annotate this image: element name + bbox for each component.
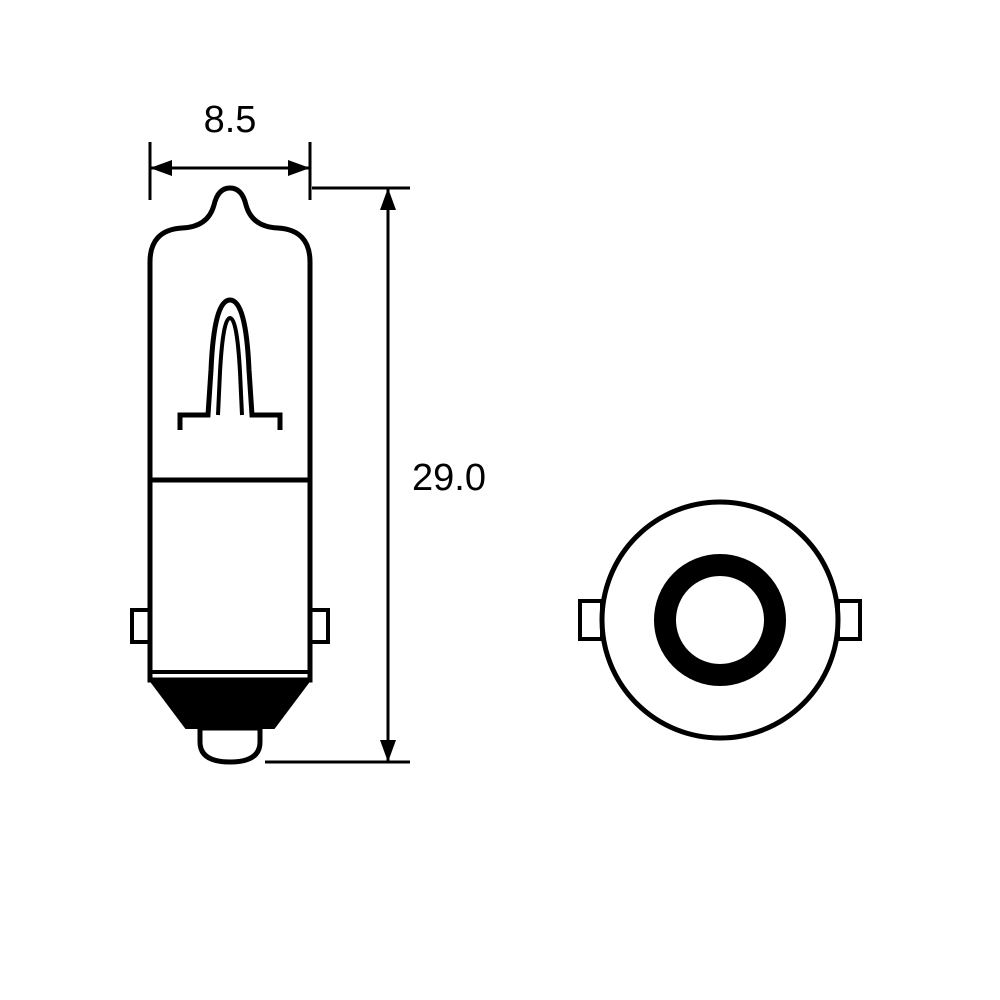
dimension-width-label: 8.5 xyxy=(204,99,257,141)
bulb-base-tab-right xyxy=(310,610,328,642)
bulb-filament-inner xyxy=(218,318,242,415)
dimension-width: 8.5 xyxy=(150,99,310,200)
bulb-contact-tip xyxy=(200,728,260,762)
base-outer-circle xyxy=(602,502,838,738)
bulb-glass-outline xyxy=(150,188,310,480)
base-contact-ring xyxy=(665,565,775,675)
technical-drawing: 8.5 29.0 xyxy=(0,0,1000,1000)
dimension-height-label: 29.0 xyxy=(412,457,486,499)
bulb-side-view xyxy=(132,188,328,762)
base-tab-right xyxy=(838,601,860,639)
bulb-contact-solid xyxy=(150,680,310,728)
bulb-base-tab-left xyxy=(132,610,150,642)
base-tab-left xyxy=(580,601,602,639)
bulb-bottom-view xyxy=(580,502,860,738)
dimension-height: 29.0 xyxy=(265,188,486,762)
bulb-base-body xyxy=(150,480,310,680)
